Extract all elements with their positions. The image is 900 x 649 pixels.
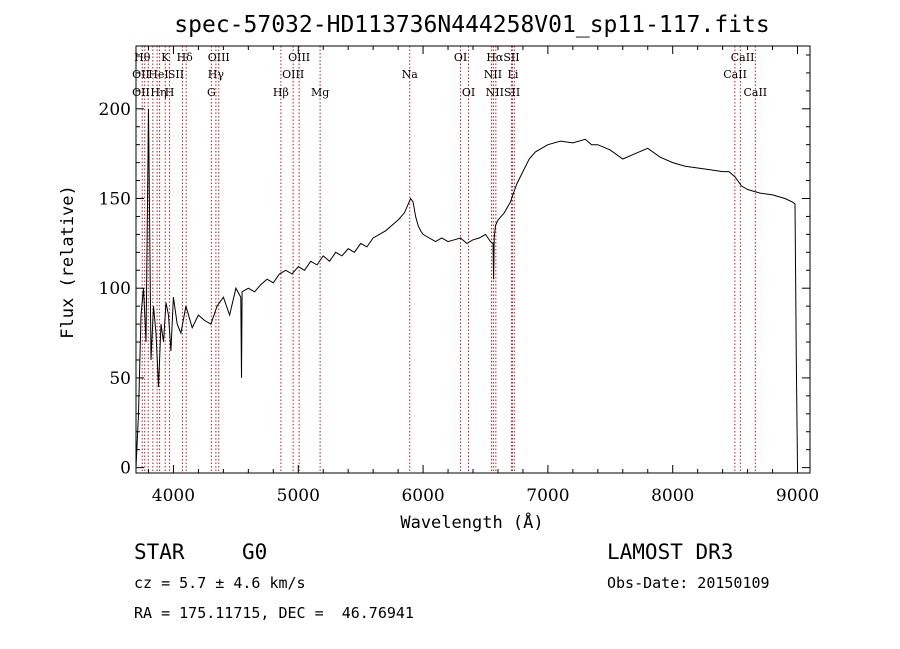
spectral-line-label: HαSII [486,51,519,64]
spectral-line-label: Hδ [177,51,194,64]
axis-ticks: 4000 5000 6000 7000 8000 9000 0 50 100 150 200 [99,46,819,506]
y-tick-label: 100 [99,279,131,299]
spectral-line-label: CaII [743,86,767,99]
spectral-line-label: K [161,51,170,64]
x-tick-label: 7000 [526,486,569,506]
x-tick-label: 8000 [651,486,694,506]
spectral-line-label: Hβ [273,86,289,99]
spectral-line-label: Mg [311,86,329,99]
y-axis-label: Flux (relative) [58,185,78,339]
spectral-line-label: OI [454,51,467,64]
chart-title: spec-57032-HD113736N444258V01_sp11-117.f… [174,12,769,38]
x-tick-label: 6000 [401,486,444,506]
observation-date: Obs-Date: 20150109 [607,574,770,592]
object-class: STAR [134,540,185,564]
spectral-line-label: SII [168,68,184,81]
spectral-line-label: H [165,86,175,99]
x-tick-label: 9000 [776,486,819,506]
spectral-line-label: HeI [148,68,168,81]
y-tick-label: 150 [99,190,131,210]
spectral-line-label: Hγ [208,68,225,81]
y-tick-label: 50 [109,369,131,389]
spectral-line-label: OIII [208,51,230,64]
x-tick-label: 5000 [277,486,320,506]
spectral-line-label: Li [508,68,519,81]
spectral-line-label: Hθ [134,51,151,64]
y-tick-label: 200 [99,100,131,120]
plot-frame [135,45,811,474]
spectral-line-label: Hη [150,86,166,99]
spectral-lines [141,46,756,473]
spectral-line-label: Na [402,68,419,81]
spectral-line-label: CaII [731,51,755,64]
spectral-line-label: OIII [282,68,304,81]
spectral-line-label: OII [132,68,150,81]
spectrum-series [135,108,798,468]
spectral-line-label: NIISII [486,86,521,99]
spectral-line-label: G [207,86,216,99]
spectral-line-label: CaII [723,68,747,81]
y-tick-label: 0 [120,459,131,479]
spectral-line-label: OIII [288,51,310,64]
spectral-line-label: OI [462,86,475,99]
redshift-value: cz = 5.7 ± 4.6 km/s [134,574,306,592]
survey-name: LAMOST DR3 [607,540,734,564]
spectral-line-label: NII [484,68,502,81]
x-axis-label: Wavelength (Å) [400,511,543,533]
spectral-line-label: OII [132,86,150,99]
object-subclass: G0 [242,540,268,564]
coordinates: RA = 175.11715, DEC = 46.76941 [134,604,414,622]
x-tick-label: 4000 [152,486,195,506]
